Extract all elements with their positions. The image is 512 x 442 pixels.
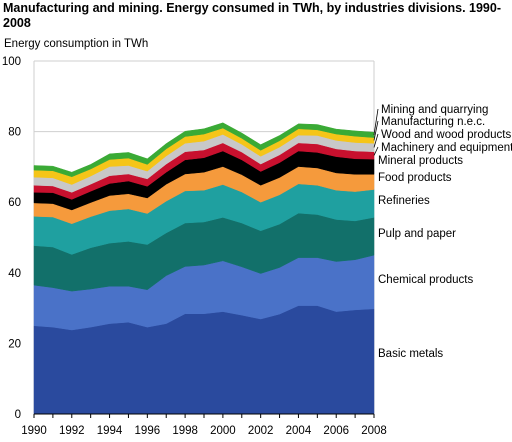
x-tick-label: 1994 [97,425,123,437]
y-axis-label: Energy consumption in TWh [4,38,149,50]
x-tick-label: 2008 [361,425,387,437]
chart-title: Manufacturing and mining. Energy consume… [3,1,501,30]
x-tick-label: 1990 [21,425,47,437]
series-label: Mining and quarrying [381,104,488,116]
y-tick-label: 40 [8,268,21,280]
series-label: Mineral products [378,155,463,167]
label-leader [373,108,379,136]
area-mining-and-quarrying [33,122,375,178]
series-label: Refineries [378,195,430,207]
y-tick-label: 20 [8,338,21,350]
series-labels: Basic metals Chemical products Pulp and pa… [373,104,512,360]
x-tick-label: 1992 [59,425,85,437]
y-tick-label: 0 [15,409,21,421]
y-tick-label: 100 [2,56,21,68]
label-leader [373,120,379,141]
x-tick-label: 2004 [286,425,312,437]
series-label: Food products [378,172,452,184]
x-tick-label: 1998 [172,425,198,437]
label-leader [373,133,379,148]
y-tick-label: 80 [8,127,21,139]
series-label: Manufacturing n.e.c. [381,116,485,128]
x-tick-label: 2000 [210,425,236,437]
axes: 0 20 40 60 80 100 1990 1992 1994 1996 1998 2000 2002… [2,56,387,437]
series-label: Chemical products [378,274,473,286]
series-label: Pulp and paper [378,228,456,240]
x-tick-label: 2002 [248,425,274,437]
x-tick-label: 1996 [135,425,161,437]
series-label: Machinery and equipment [381,142,512,154]
y-tick-label: 60 [8,197,21,209]
label-leader [373,146,379,156]
area-series [33,122,375,415]
series-label: Wood and wood products [381,129,511,141]
series-label: Basic metals [378,348,443,360]
x-tick-label: 2006 [323,425,349,437]
